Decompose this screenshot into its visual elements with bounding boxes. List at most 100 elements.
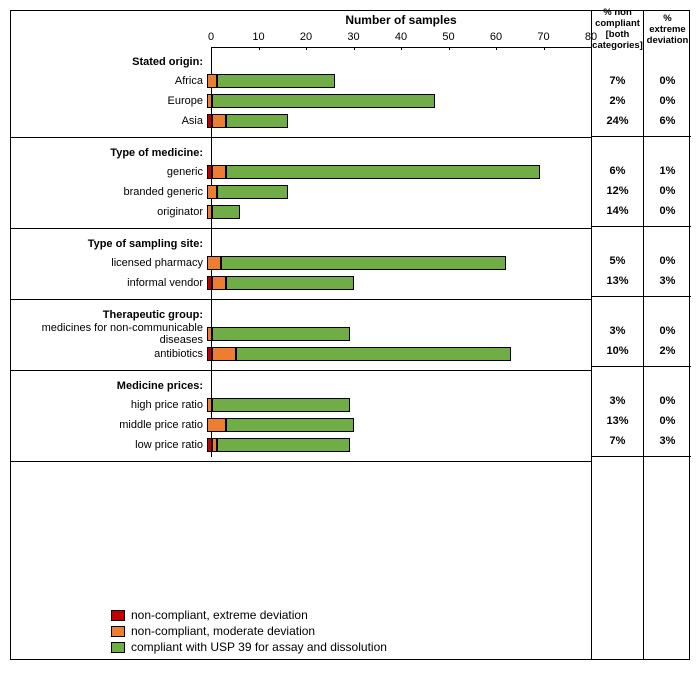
x-axis-title: Number of samples [211,13,591,27]
pct-noncompliant-column: % non compliant [both categories] 7%2%24… [591,11,643,457]
bar-cell [207,256,587,270]
pct-value: 0% [660,91,676,111]
row-label: middle price ratio [11,419,207,431]
legend-row: non-compliant, moderate deviation [111,624,387,638]
bar-seg-moderate [212,114,226,128]
group: Type of sampling site:licensed pharmacyi… [11,229,591,300]
group-title: Medicine prices: [11,377,207,395]
x-tick: 10 [249,31,269,43]
bar-row: Africa [11,71,591,91]
pct-value: 0% [660,391,676,411]
pct-cell-group: 0%0%6% [643,47,691,137]
legend: non-compliant, extreme deviation non-comp… [111,606,387,656]
row-label: originator [11,206,207,218]
pct-value: 2% [660,341,676,361]
pct-cell-group: 3%10% [591,297,643,367]
pct-value: 14% [606,201,628,221]
legend-label: compliant with USP 39 for assay and diss… [131,640,387,654]
bar-seg-moderate [212,347,236,361]
bar-seg-compliant [236,347,512,361]
bar-row: Europe [11,91,591,111]
bar-seg-compliant [226,418,354,432]
legend-label: non-compliant, extreme deviation [131,608,308,622]
bar-cell [207,74,587,88]
bar-seg-moderate [207,74,217,88]
bar-seg-moderate [212,276,226,290]
bar-row: antibiotics [11,344,591,364]
pct-value: 3% [660,271,676,291]
bar-row: informal vendor [11,273,591,293]
pct-cell-group: 6%12%14% [591,137,643,227]
x-tick: 70 [534,31,554,43]
bar-row: medicines for non-communicable diseases [11,324,591,344]
bar-row: middle price ratio [11,415,591,435]
x-tick: 0 [201,31,221,43]
pct-value: 3% [610,321,626,341]
pct-value: 0% [660,71,676,91]
bar-seg-moderate [207,256,221,270]
bar-seg-compliant [212,205,241,219]
bar-cell [207,185,587,199]
legend-row: non-compliant, extreme deviation [111,608,387,622]
bar-row: generic [11,162,591,182]
pct-cell-group: 0%0%3% [643,367,691,457]
bar-row: Asia [11,111,591,131]
bar-cell [207,327,587,341]
row-label: low price ratio [11,439,207,451]
pct-value: 7% [610,431,626,451]
pct-value: 3% [610,391,626,411]
pct-value: 5% [610,251,626,271]
bar-row: branded generic [11,182,591,202]
bar-row: low price ratio [11,435,591,455]
row-label: informal vendor [11,277,207,289]
pct-value: 7% [610,71,626,91]
pct-value: 12% [606,181,628,201]
row-label: Asia [11,115,207,127]
group: Stated origin:Africa Europe Asia [11,47,591,138]
bar-row: originator [11,202,591,222]
bar-seg-compliant [212,398,350,412]
pct-value: 3% [660,431,676,451]
row-label: antibiotics [11,348,207,360]
row-label: medicines for non-communicable diseases [11,322,207,346]
bar-seg-compliant [226,114,288,128]
pct-cell-group: 0%2% [643,297,691,367]
bar-cell [207,114,587,128]
chart-column: Stated origin:Africa Europe Asia Type of me… [11,47,591,594]
pct-value: 13% [606,411,628,431]
legend-swatch [111,610,125,621]
pct-value: 13% [606,271,628,291]
col-header-noncompliant: % non compliant [both categories] [591,11,643,47]
x-tick: 30 [344,31,364,43]
pct-extreme-column: % extreme deviation0%0%6%1%0%0%0%3%0%2%0… [643,11,691,457]
bar-seg-moderate [207,418,226,432]
legend-swatch [111,626,125,637]
pct-cell-group: 1%0%0% [643,137,691,227]
bar-cell [207,418,587,432]
bar-cell [207,205,587,219]
pct-value: 0% [660,181,676,201]
row-label: branded generic [11,186,207,198]
legend-row: compliant with USP 39 for assay and diss… [111,640,387,654]
legend-label: non-compliant, moderate deviation [131,624,315,638]
pct-value: 0% [660,411,676,431]
row-label: Europe [11,95,207,107]
pct-value: 6% [610,161,626,181]
pct-value: 0% [660,251,676,271]
pct-value: 2% [610,91,626,111]
group-title: Type of medicine: [11,144,207,162]
bar-seg-compliant [221,256,506,270]
row-label: high price ratio [11,399,207,411]
group-title: Type of sampling site: [11,235,207,253]
pct-value: 6% [660,111,676,131]
pct-value: 1% [660,161,676,181]
bar-cell [207,398,587,412]
group: Therapeutic group:medicines for non-comm… [11,300,591,371]
row-label: generic [11,166,207,178]
bar-seg-compliant [212,327,350,341]
col-divider [591,11,592,659]
col-divider [643,11,644,659]
bar-seg-moderate [207,185,217,199]
group-title: Stated origin: [11,53,207,71]
col-header-extreme: % extreme deviation [643,11,691,47]
